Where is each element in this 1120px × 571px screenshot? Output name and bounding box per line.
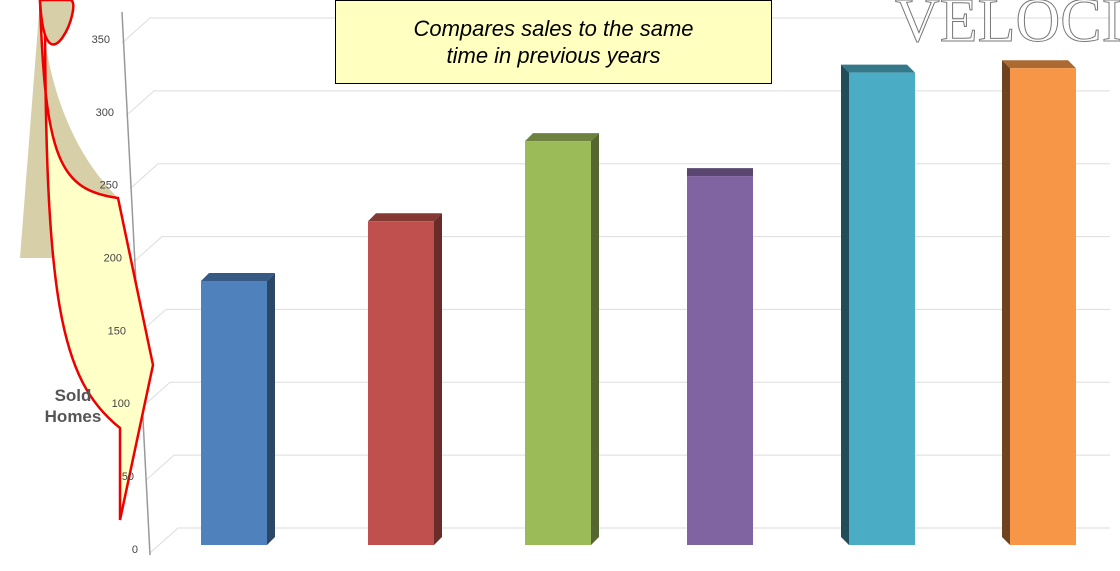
- callout-fold: [38, 0, 75, 46]
- grid-line: [121, 17, 1110, 44]
- y-label-line: Sold: [54, 386, 92, 405]
- y-label-line: Homes: [44, 407, 102, 426]
- bar-top: [525, 133, 599, 142]
- grid-line: [149, 527, 1110, 554]
- annotation-line: time in previous years: [446, 43, 661, 68]
- bar-top: [1002, 60, 1076, 69]
- y-axis-label: Sold Homes: [38, 385, 108, 427]
- bar-top: [368, 213, 442, 222]
- watermark: VELOCI: [894, 0, 1120, 56]
- callout-arrow: [38, 0, 155, 521]
- annotation-line: Compares sales to the same: [413, 16, 694, 41]
- y-tick-label: 100: [112, 398, 130, 410]
- bar-top: [201, 273, 275, 281]
- annotation: Compares sales to the same time in previo…: [335, 0, 772, 84]
- grid-line: [145, 454, 1110, 481]
- grid-line: [133, 236, 1110, 262]
- bar: [849, 72, 915, 545]
- bar-top: [687, 168, 753, 177]
- bar-side: [1002, 60, 1010, 545]
- bars: [201, 60, 1076, 546]
- grid-line: [125, 90, 1110, 117]
- bar: [368, 221, 434, 545]
- y-tick-label: 150: [108, 325, 126, 337]
- grid-line: [141, 381, 1110, 408]
- bar: [525, 141, 591, 545]
- grid: [121, 17, 1110, 554]
- grid-line: [137, 308, 1110, 335]
- y-tick-label: 50: [122, 471, 134, 483]
- bar: [1010, 68, 1076, 545]
- y-tick-label: 0: [132, 544, 138, 556]
- y-tick-label: 350: [92, 34, 110, 46]
- grid-line: [129, 163, 1110, 190]
- y-tick-label: 250: [100, 180, 118, 192]
- y-tick-label: 200: [104, 252, 122, 264]
- bar-side: [434, 213, 442, 545]
- bar-top: [841, 64, 915, 73]
- bar-side: [841, 64, 849, 545]
- bar: [687, 176, 753, 546]
- bar-side: [267, 273, 275, 545]
- bar: [201, 281, 267, 545]
- y-tick-label: 300: [96, 107, 114, 119]
- bar-side: [591, 133, 599, 545]
